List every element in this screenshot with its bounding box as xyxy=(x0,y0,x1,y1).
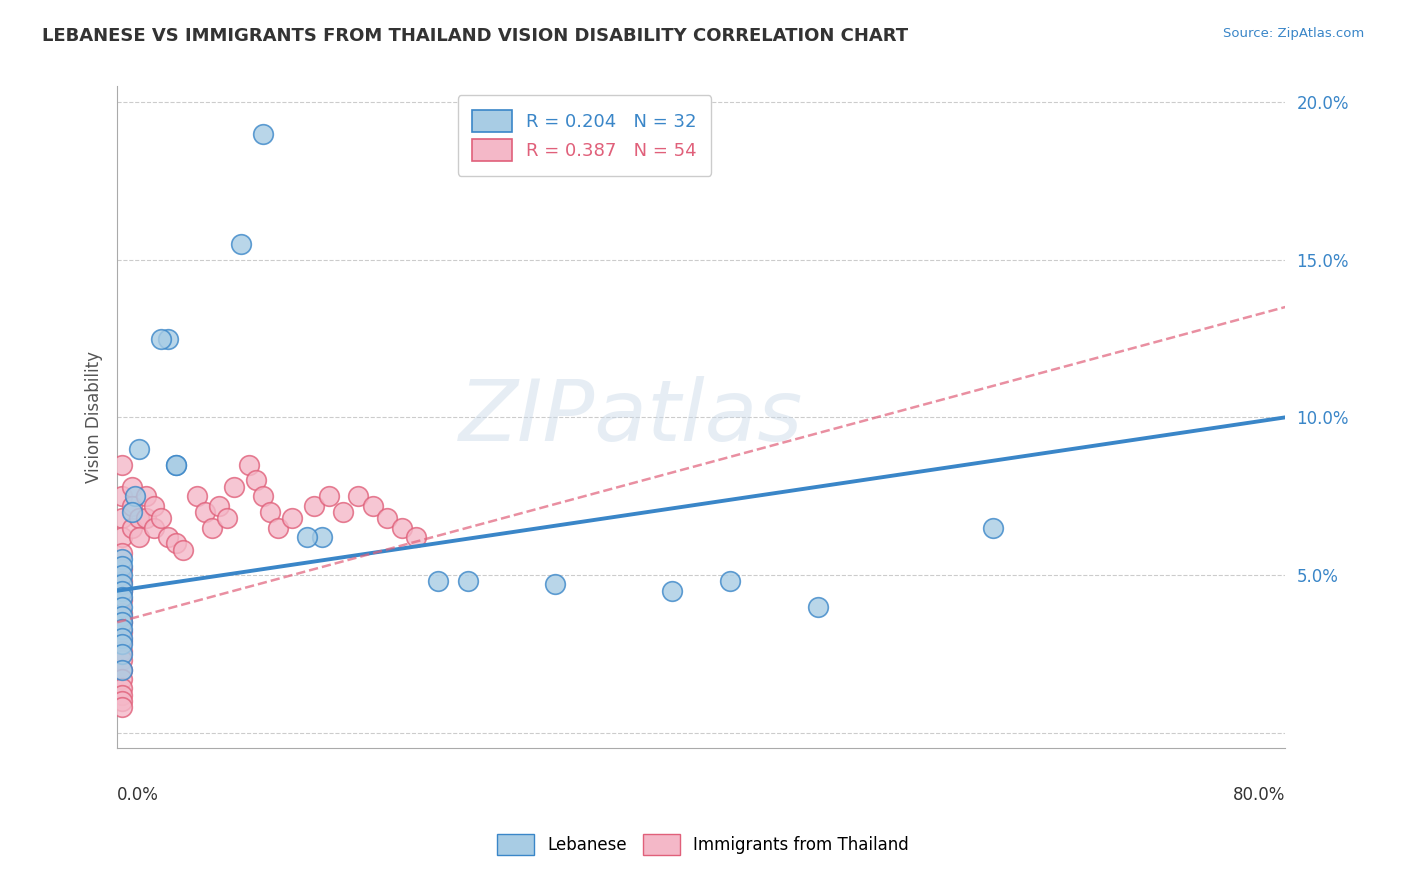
Point xyxy=(110,562,132,576)
Point xyxy=(110,574,132,589)
Legend: R = 0.204   N = 32, R = 0.387   N = 54: R = 0.204 N = 32, R = 0.387 N = 54 xyxy=(457,95,711,176)
Point xyxy=(110,615,132,630)
Point xyxy=(391,521,413,535)
Point xyxy=(165,458,187,472)
Point xyxy=(981,521,1004,535)
Point xyxy=(121,521,143,535)
Point xyxy=(110,593,132,607)
Point xyxy=(110,688,132,702)
Point xyxy=(110,643,132,657)
Point xyxy=(718,574,741,589)
Point xyxy=(135,511,157,525)
Point xyxy=(194,505,217,519)
Text: LEBANESE VS IMMIGRANTS FROM THAILAND VISION DISABILITY CORRELATION CHART: LEBANESE VS IMMIGRANTS FROM THAILAND VIS… xyxy=(42,27,908,45)
Point xyxy=(110,546,132,560)
Point xyxy=(375,511,398,525)
Point xyxy=(238,458,260,472)
Point xyxy=(110,590,132,604)
Point xyxy=(267,521,290,535)
Point xyxy=(186,489,208,503)
Point xyxy=(110,511,132,525)
Point xyxy=(110,634,132,648)
Point xyxy=(110,663,132,677)
Point xyxy=(110,624,132,639)
Text: ZIPatlas: ZIPatlas xyxy=(458,376,803,458)
Point xyxy=(110,672,132,686)
Text: Source: ZipAtlas.com: Source: ZipAtlas.com xyxy=(1223,27,1364,40)
Point xyxy=(110,631,132,645)
Point xyxy=(110,489,132,503)
Point xyxy=(157,530,180,544)
Point xyxy=(259,505,281,519)
Y-axis label: Vision Disability: Vision Disability xyxy=(86,351,103,483)
Point xyxy=(110,458,132,472)
Point xyxy=(110,599,132,614)
Point xyxy=(121,499,143,513)
Text: 0.0%: 0.0% xyxy=(117,786,159,805)
Point xyxy=(110,606,132,620)
Point xyxy=(110,637,132,651)
Point xyxy=(135,489,157,503)
Point xyxy=(128,530,150,544)
Point xyxy=(110,609,132,624)
Point xyxy=(281,511,304,525)
Point xyxy=(165,536,187,550)
Point xyxy=(110,583,132,598)
Point xyxy=(215,511,238,525)
Point xyxy=(110,568,132,582)
Point xyxy=(457,574,479,589)
Point xyxy=(208,499,231,513)
Point xyxy=(110,647,132,661)
Point xyxy=(304,499,326,513)
Point xyxy=(124,489,146,503)
Point xyxy=(110,530,132,544)
Point xyxy=(110,694,132,708)
Point xyxy=(544,577,567,591)
Text: 80.0%: 80.0% xyxy=(1233,786,1285,805)
Point xyxy=(121,505,143,519)
Point xyxy=(157,332,180,346)
Point xyxy=(347,489,370,503)
Point xyxy=(142,499,165,513)
Point xyxy=(110,681,132,696)
Point xyxy=(110,558,132,573)
Point xyxy=(222,480,245,494)
Point xyxy=(332,505,354,519)
Point xyxy=(110,577,132,591)
Point xyxy=(201,521,224,535)
Point xyxy=(110,615,132,630)
Point xyxy=(110,700,132,714)
Point xyxy=(661,583,683,598)
Point xyxy=(150,332,173,346)
Point xyxy=(311,530,333,544)
Point xyxy=(121,480,143,494)
Point xyxy=(128,511,150,525)
Point xyxy=(110,552,132,566)
Point xyxy=(252,127,274,141)
Point xyxy=(427,574,450,589)
Point xyxy=(405,530,427,544)
Legend: Lebanese, Immigrants from Thailand: Lebanese, Immigrants from Thailand xyxy=(491,828,915,862)
Point xyxy=(318,489,340,503)
Point xyxy=(252,489,274,503)
Point xyxy=(172,542,194,557)
Point xyxy=(110,653,132,667)
Point xyxy=(110,663,132,677)
Point xyxy=(295,530,318,544)
Point xyxy=(142,521,165,535)
Point xyxy=(110,583,132,598)
Point xyxy=(231,237,253,252)
Point xyxy=(110,622,132,636)
Point xyxy=(128,442,150,456)
Point xyxy=(165,458,187,472)
Point xyxy=(150,511,173,525)
Point xyxy=(361,499,384,513)
Point xyxy=(245,474,267,488)
Point xyxy=(807,599,830,614)
